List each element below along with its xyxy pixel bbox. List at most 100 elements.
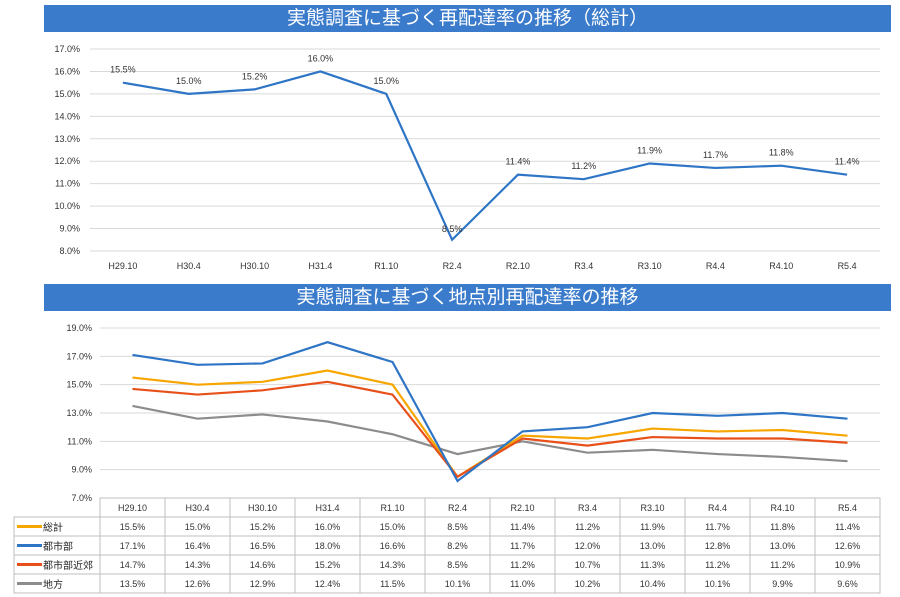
x-tick-label: H30.10 <box>240 261 269 271</box>
table-header-cell: R2.4 <box>448 503 467 513</box>
y-tick-label: 17.0% <box>66 351 92 361</box>
table-cell: 18.0% <box>315 541 341 551</box>
table-cell: 11.2% <box>575 522 600 532</box>
y-tick-label: 11.0% <box>55 179 80 189</box>
data-label: 11.9% <box>637 145 662 155</box>
table-cell: 11.2% <box>770 560 795 570</box>
data-label: 16.0% <box>308 53 334 63</box>
y-tick-label: 10.0% <box>54 201 80 211</box>
x-tick-label: R2.4 <box>443 261 462 271</box>
table-cell: 13.5% <box>120 579 146 589</box>
table-cell: 11.2% <box>705 560 730 570</box>
table-header-cell: R4.4 <box>708 503 727 513</box>
table-header-cell: H29.10 <box>118 503 147 513</box>
y-tick-label: 14.0% <box>54 111 80 121</box>
x-tick-label: H30.4 <box>177 261 201 271</box>
data-label: 11.7% <box>703 150 728 160</box>
data-label: 11.2% <box>571 161 596 171</box>
table-cell: 11.7% <box>705 522 730 532</box>
table-cell: 11.2% <box>510 560 535 570</box>
y-tick-label: 13.0% <box>54 134 80 144</box>
table-cell: 16.0% <box>315 522 341 532</box>
table-cell: 16.5% <box>250 541 276 551</box>
table-cell: 11.5% <box>380 579 405 589</box>
table-cell: 10.7% <box>575 560 601 570</box>
table-cell: 9.9% <box>772 579 793 589</box>
table-cell: 11.4% <box>835 522 860 532</box>
table-cell: 15.0% <box>185 522 211 532</box>
x-tick-label: R3.10 <box>638 261 662 271</box>
x-tick-label: R2.10 <box>506 261 530 271</box>
data-label: 15.0% <box>373 76 399 86</box>
table-cell: 15.2% <box>250 522 276 532</box>
table-cell: 14.6% <box>250 560 276 570</box>
table-cell: 11.8% <box>770 522 795 532</box>
y-tick-label: 17.0% <box>54 44 80 54</box>
table-cell: 14.7% <box>120 560 146 570</box>
table-cell: 8.2% <box>447 541 468 551</box>
table-cell: 12.6% <box>835 541 861 551</box>
y-tick-label: 8.0% <box>59 246 80 256</box>
table-cell: 12.4% <box>315 579 341 589</box>
table-cell: 9.6% <box>837 579 858 589</box>
table-cell: 13.0% <box>770 541 796 551</box>
x-tick-label: H31.4 <box>308 261 332 271</box>
table-cell: 8.5% <box>447 560 468 570</box>
data-label: 15.0% <box>176 76 202 86</box>
table-header-cell: H30.4 <box>185 503 209 513</box>
table-cell: 14.3% <box>185 560 211 570</box>
table-header-cell: R1.10 <box>380 503 404 513</box>
legend-label: 都市部 <box>43 540 73 553</box>
table-cell: 15.2% <box>315 560 341 570</box>
data-label: 8.5% <box>442 224 463 234</box>
x-tick-label: R4.10 <box>769 261 793 271</box>
table-cell: 13.0% <box>640 541 666 551</box>
series-line-2 <box>132 380 848 479</box>
table-cell: 10.9% <box>835 560 861 570</box>
series-line-1 <box>132 341 848 483</box>
table-cell: 10.1% <box>705 579 731 589</box>
table-header-cell: H30.10 <box>248 503 277 513</box>
table-cell: 12.0% <box>575 541 601 551</box>
data-label: 11.8% <box>769 148 794 158</box>
x-tick-label: H29.10 <box>108 261 137 271</box>
y-tick-label: 15.0% <box>66 380 92 390</box>
y-tick-label: 9.0% <box>59 224 80 234</box>
table-cell: 11.3% <box>640 560 665 570</box>
table-cell: 10.2% <box>575 579 601 589</box>
x-tick-label: R1.10 <box>374 261 398 271</box>
series-line-total <box>122 70 848 242</box>
table-header-cell: R3.10 <box>640 503 664 513</box>
data-label: 11.4% <box>835 157 860 167</box>
table-cell: 8.5% <box>447 522 468 532</box>
x-tick-label: R5.4 <box>838 261 857 271</box>
y-tick-label: 13.0% <box>66 408 92 418</box>
data-label: 15.5% <box>110 65 136 75</box>
y-tick-label: 7.0% <box>71 493 92 503</box>
table-cell: 15.0% <box>380 522 406 532</box>
y-tick-label: 15.0% <box>54 89 80 99</box>
table-cell: 16.6% <box>380 541 406 551</box>
table-cell: 12.8% <box>705 541 731 551</box>
table-cell: 16.4% <box>185 541 211 551</box>
table-cell: 14.3% <box>380 560 406 570</box>
chart-title-by-area: 実態調査に基づく地点別再配達率の推移 <box>44 284 891 311</box>
table-cell: 11.0% <box>510 579 535 589</box>
table-cell: 10.1% <box>445 579 471 589</box>
y-tick-label: 19.0% <box>66 323 92 333</box>
legend-label: 都市部近郊 <box>43 559 93 572</box>
legend-label: 総計 <box>43 521 63 534</box>
table-cell: 11.7% <box>510 541 535 551</box>
table-header-cell: R4.10 <box>770 503 794 513</box>
table-cell: 11.4% <box>510 522 535 532</box>
y-tick-label: 11.0% <box>67 436 92 446</box>
table-cell: 10.4% <box>640 579 666 589</box>
table-cell: 12.9% <box>250 579 276 589</box>
table-cell: 17.1% <box>120 541 146 551</box>
table-cell: 15.5% <box>120 522 146 532</box>
table-header-cell: H31.4 <box>315 503 339 513</box>
table-header-cell: R3.4 <box>578 503 597 513</box>
y-tick-label: 12.0% <box>54 156 80 166</box>
